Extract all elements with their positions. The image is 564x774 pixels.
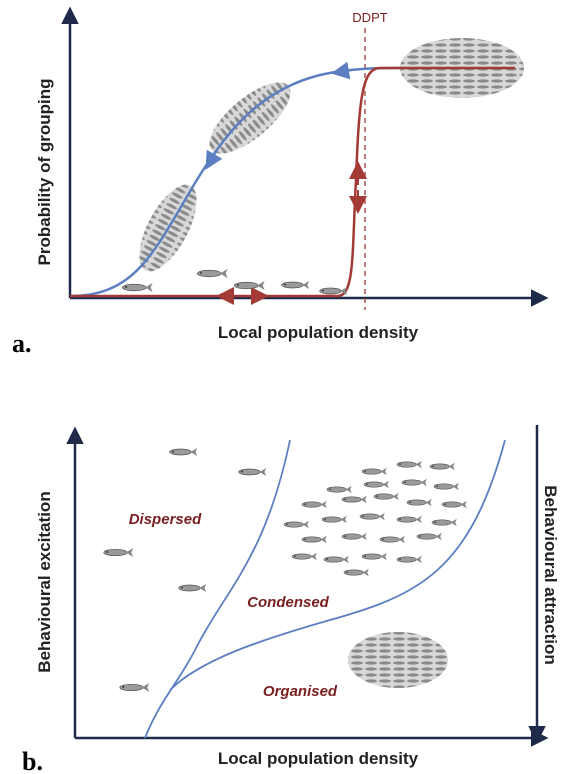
grouping-curve [70,68,400,296]
fish [397,556,422,564]
panel-a: DDPT Probability of grouping Local popul… [12,10,545,358]
fish [362,468,387,476]
region-label: Dispersed [129,511,202,528]
panel-b: Dispersed Condensed Organised Behavioura… [22,425,560,774]
curve-arrow [210,150,217,162]
fish [122,283,152,292]
fish [302,501,327,509]
dispersal-curve [70,68,515,296]
fish [327,486,352,494]
fish [170,448,198,456]
fish [120,683,149,692]
boundary-line [170,440,505,690]
fish [234,281,264,290]
fish [197,269,227,278]
fish [104,548,133,557]
y-axis-label: Probability of grouping [35,79,54,266]
fish [417,533,442,541]
region-label: Organised [263,683,338,700]
fish [362,553,387,561]
fish [397,516,422,524]
fish [342,533,367,541]
y-axis-label: Behavioural excitation [35,491,54,672]
fish [344,569,369,577]
fish [239,468,266,476]
right-axis-label: Behavioural attraction [541,485,560,665]
threshold-label: DDPT [352,10,387,25]
region-label: Condensed [247,594,330,611]
fish [397,461,422,469]
fish [402,479,427,487]
fish [292,553,317,561]
fish [432,519,457,527]
fish-school [199,71,301,166]
panel-label: b. [22,747,43,774]
fish [380,536,405,544]
figure: DDPT Probability of grouping Local popul… [0,0,564,774]
fish [364,481,389,489]
fish [442,501,467,509]
panel-label: a. [12,329,32,358]
fish [179,584,207,592]
fish [360,513,385,521]
fish [430,463,455,471]
fish-school [348,632,448,688]
fish [302,536,327,544]
fish [407,499,432,507]
x-axis-label: Local population density [218,323,419,342]
fish [284,521,309,529]
fish [282,281,310,289]
fish [342,496,367,504]
fish [322,516,347,524]
x-axis-label: Local population density [218,749,419,768]
fish [324,556,349,564]
fish [434,483,459,491]
fish [374,493,399,501]
